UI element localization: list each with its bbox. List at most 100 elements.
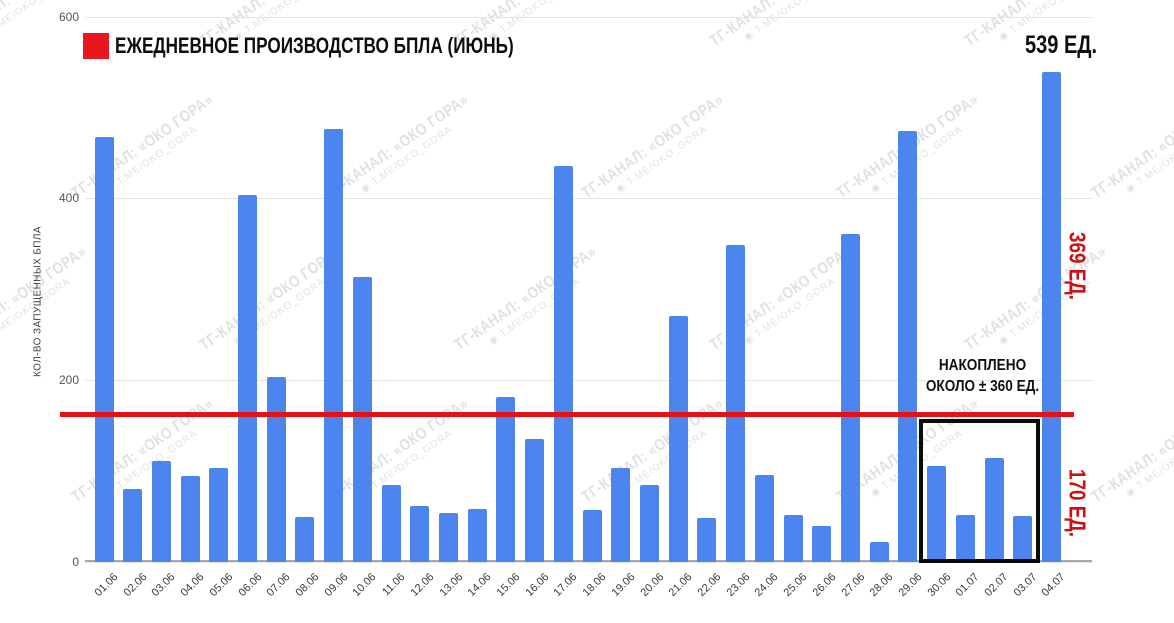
legend-red-square-icon xyxy=(83,33,109,59)
bar-13.06 xyxy=(439,513,458,562)
gridline-600 xyxy=(85,17,1092,18)
x-tick-13.06: 13.06 xyxy=(437,571,466,599)
bar-04.06 xyxy=(181,476,200,562)
x-tick-17.06: 17.06 xyxy=(551,571,580,599)
bar-03.07 xyxy=(1013,516,1032,562)
side-label-369: 369 ЕД. xyxy=(1064,232,1091,300)
bar-11.06 xyxy=(382,485,401,562)
x-tick-03.07: 03.07 xyxy=(1011,571,1040,599)
watermark-channel-name: ТГ-КАНАЛ: «ОКО ГОРА» xyxy=(0,0,90,51)
bar-09.06 xyxy=(324,129,343,562)
x-tick-12.06: 12.06 xyxy=(408,571,437,599)
bar-06.06 xyxy=(238,195,257,562)
watermark-url: ◉ T.ME/OKO_GORA xyxy=(1124,123,1174,196)
bar-28.06 xyxy=(870,542,889,562)
x-tick-02.07: 02.07 xyxy=(982,571,1011,599)
x-tick-11.06: 11.06 xyxy=(380,571,408,599)
accumulated-annotation-line1: НАКОПЛЕНО xyxy=(938,357,1027,374)
bar-08.06 xyxy=(295,517,314,562)
watermark-stamp: ТГ-КАНАЛ: «ОКО ГОРА»◉ T.ME/OKO_GORA xyxy=(439,235,619,374)
x-tick-16.06: 16.06 xyxy=(523,571,552,599)
watermark-url: ◉ T.ME/OKO_GORA xyxy=(104,123,200,196)
bar-16.06 xyxy=(525,439,544,562)
watermark-url: ◉ T.ME/OKO_GORA xyxy=(487,275,583,348)
bar-02.06 xyxy=(123,489,142,562)
watermark-stamp: ТГ-КАНАЛ: «ОКО ГОРА»◉ T.ME/OKO_GORA xyxy=(949,235,1129,374)
bar-20.06 xyxy=(640,485,659,562)
bar-02.07 xyxy=(985,458,1004,562)
x-tick-05.06: 05.06 xyxy=(207,571,236,599)
x-tick-04.06: 04.06 xyxy=(178,571,207,599)
bar-30.06 xyxy=(927,466,946,562)
accumulated-annotation-line2: ОКОЛО ± 360 ЕД. xyxy=(925,378,1040,395)
bar-27.06 xyxy=(841,234,860,562)
bar-19.06 xyxy=(611,468,630,562)
x-tick-19.06: 19.06 xyxy=(609,571,638,599)
x-tick-30.06: 30.06 xyxy=(925,571,954,599)
chart-title: ЕЖЕДНЕВНОЕ ПРОИЗВОДСТВО БПЛА (ИЮНЬ) xyxy=(115,33,514,58)
x-tick-18.06: 18.06 xyxy=(580,571,609,599)
watermark-url: ◉ T.ME/OKO_GORA xyxy=(1124,427,1174,500)
y-tick-400: 400 xyxy=(58,191,79,205)
x-tick-07.06: 07.06 xyxy=(264,571,293,599)
bar-12.06 xyxy=(410,506,429,562)
bar-25.06 xyxy=(784,515,803,562)
x-tick-21.06: 21.06 xyxy=(666,571,695,599)
gridline-0 xyxy=(85,562,1092,563)
x-tick-25.06: 25.06 xyxy=(781,571,810,599)
bar-01.07 xyxy=(956,515,975,562)
x-tick-27.06: 27.06 xyxy=(839,571,868,599)
gridline-200 xyxy=(85,380,1092,381)
x-tick-04.07: 04.07 xyxy=(1039,571,1068,599)
watermark-channel-name: ТГ-КАНАЛ: «ОКО ГОРА» xyxy=(451,243,600,355)
bar-15.06 xyxy=(496,397,515,562)
bar-05.06 xyxy=(209,468,228,562)
watermark-stamp: ТГ-КАНАЛ: «ОКО ГОРА»◉ T.ME/OKO_GORA xyxy=(1076,83,1174,222)
bar-01.06 xyxy=(95,137,114,562)
watermark-channel-name: ТГ-КАНАЛ: «ОКО ГОРА» xyxy=(0,243,90,355)
x-tick-28.06: 28.06 xyxy=(867,571,896,599)
y-tick-200: 200 xyxy=(58,373,79,387)
x-tick-03.06: 03.06 xyxy=(149,571,178,599)
side-label-170: 170 ЕД. xyxy=(1064,469,1091,537)
x-tick-01.06: 01.06 xyxy=(92,571,121,599)
bar-21.06 xyxy=(669,316,688,562)
watermark-channel-name: ТГ-КАНАЛ: «ОКО ГОРА» xyxy=(68,91,217,203)
bar-03.06 xyxy=(152,461,171,562)
x-tick-06.06: 06.06 xyxy=(236,571,265,599)
bar-23.06 xyxy=(726,245,745,562)
bar-18.06 xyxy=(583,510,602,562)
y-axis-title: КОЛ-ВО ЗАПУЩЕННЫХ БПЛА xyxy=(32,226,44,377)
watermark-url: ◉ T.ME/OKO_GORA xyxy=(0,275,73,348)
bar-04.07 xyxy=(1042,72,1061,562)
x-tick-22.06: 22.06 xyxy=(695,571,724,599)
watermark-url: ◉ T.ME/OKO_GORA xyxy=(359,123,455,196)
watermark-stamp: ТГ-КАНАЛ: «ОКО ГОРА»◉ T.ME/OKO_GORA xyxy=(694,0,874,69)
watermark-url: ◉ T.ME/OKO_GORA xyxy=(614,123,710,196)
x-tick-15.06: 15.06 xyxy=(494,571,523,599)
x-tick-23.06: 23.06 xyxy=(724,571,753,599)
bar-22.06 xyxy=(697,518,716,562)
x-tick-14.06: 14.06 xyxy=(465,571,494,599)
x-tick-10.06: 10.06 xyxy=(350,571,379,599)
y-tick-0: 0 xyxy=(72,555,79,569)
watermark-url: ◉ T.ME/OKO_GORA xyxy=(359,427,455,500)
x-tick-09.06: 09.06 xyxy=(322,571,351,599)
reference-line xyxy=(60,412,1074,417)
watermark-stamp: ТГ-КАНАЛ: «ОКО ГОРА»◉ T.ME/OKO_GORA xyxy=(566,83,746,222)
bar-17.06 xyxy=(554,166,573,562)
x-tick-01.07: 01.07 xyxy=(953,571,982,599)
watermark-stamp: ТГ-КАНАЛ: «ОКО ГОРА»◉ T.ME/OKO_GORA xyxy=(56,83,236,222)
bar-24.06 xyxy=(755,475,774,562)
bar-26.06 xyxy=(812,526,831,562)
watermark-stamp: ТГ-КАНАЛ: «ОКО ГОРА»◉ T.ME/OKO_GORA xyxy=(0,235,109,374)
bar-29.06 xyxy=(898,131,917,562)
watermark-channel-name: ТГ-КАНАЛ: «ОКО ГОРА» xyxy=(323,91,472,203)
x-tick-02.06: 02.06 xyxy=(121,571,150,599)
chart-legend: ЕЖЕДНЕВНОЕ ПРОИЗВОДСТВО БПЛА (ИЮНЬ) xyxy=(83,33,626,59)
watermark-channel-name: ТГ-КАНАЛ: «ОКО ГОРА» xyxy=(707,0,856,51)
watermark-channel-name: ТГ-КАНАЛ: «ОКО ГОРА» xyxy=(578,91,727,203)
watermark-channel-name: ТГ-КАНАЛ: «ОКО ГОРА» xyxy=(1088,395,1174,507)
watermark-stamp: ТГ-КАНАЛ: «ОКО ГОРА»◉ T.ME/OKO_GORA xyxy=(1076,387,1174,526)
